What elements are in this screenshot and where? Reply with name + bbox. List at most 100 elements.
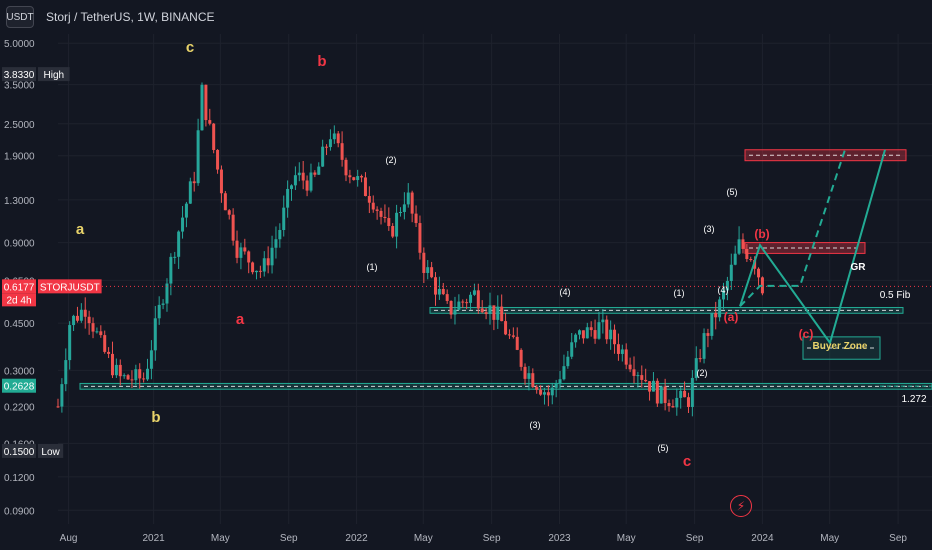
candle-body	[597, 322, 601, 339]
candle-body	[208, 120, 212, 124]
candle-body	[64, 360, 68, 385]
time-tick-label: 2021	[143, 533, 166, 544]
price-badge-tag-text: STORJUSDT	[40, 282, 100, 293]
wave-label: (4)	[718, 285, 729, 295]
candle-body	[181, 217, 185, 232]
candle-body	[68, 325, 72, 361]
candle-body	[659, 386, 663, 404]
candle-body	[130, 379, 134, 381]
candle-body	[581, 330, 585, 339]
wave-label: 0.5 Fib	[880, 290, 911, 301]
candle-body	[519, 349, 523, 367]
candle-body	[91, 323, 95, 332]
currency-button[interactable]: USDT	[6, 6, 34, 28]
price-badge-tag	[38, 67, 70, 82]
wave-label: (1)	[367, 262, 378, 272]
candle-body	[690, 377, 694, 407]
candle-body	[258, 270, 262, 272]
candle-body	[219, 169, 223, 194]
candle-body	[539, 389, 543, 395]
candle-body	[593, 330, 597, 339]
candle-body	[110, 353, 114, 376]
candle-body	[437, 288, 441, 295]
candle-body	[426, 267, 430, 273]
candle-body	[476, 290, 480, 309]
price-badge-tag	[38, 443, 64, 458]
candle-body	[749, 258, 753, 261]
candle-body	[686, 397, 690, 407]
candle-body	[760, 277, 764, 294]
candle-body	[270, 247, 274, 266]
candle-body	[184, 203, 188, 218]
candle-body	[507, 334, 511, 336]
candle-body	[585, 327, 589, 339]
candle-body	[542, 392, 546, 395]
candle-body	[247, 251, 251, 263]
wave-label: (b)	[754, 227, 769, 241]
price-badge	[2, 279, 36, 294]
price-tick-label: 3.5000	[4, 81, 35, 92]
time-tick-label: Sep	[280, 533, 298, 544]
time-tick-label: 2022	[345, 533, 368, 544]
candle-body	[297, 172, 301, 176]
time-tick-label: 2023	[548, 533, 571, 544]
price-badge	[2, 378, 36, 393]
candle-body	[511, 335, 515, 337]
price-badge-value: 3.8330	[4, 70, 35, 81]
time-tick-label: May	[617, 533, 636, 544]
candle-body	[683, 390, 687, 398]
candle-body	[146, 368, 150, 380]
candle-body	[605, 319, 609, 340]
candle-body	[391, 226, 395, 237]
wave-label: a	[76, 221, 85, 238]
wave-label: (4)	[560, 287, 571, 297]
candle-body	[325, 146, 329, 148]
candle-body	[134, 369, 138, 381]
candle-body	[95, 331, 99, 333]
candle-body	[531, 373, 535, 387]
candle-body	[671, 406, 675, 408]
lightning-icon[interactable]: ⚡	[730, 495, 752, 517]
price-tick-label: 1.9000	[4, 152, 35, 163]
candle-body	[613, 329, 617, 345]
candle-body	[430, 267, 434, 278]
time-tick-label: Aug	[60, 533, 78, 544]
wave-label: GR	[851, 262, 867, 273]
candle-body	[278, 230, 282, 240]
candle-body	[500, 306, 504, 322]
price-tick-label: 0.1200	[4, 473, 35, 484]
candle-body	[371, 202, 375, 210]
candle-body	[698, 358, 702, 360]
candle-body	[173, 256, 177, 258]
wave-label: (2)	[386, 155, 397, 165]
projection-path	[739, 149, 886, 346]
candle-body	[694, 358, 698, 378]
candle-body	[624, 349, 628, 365]
candle-body	[515, 336, 519, 350]
candle-body	[126, 375, 130, 380]
candle-body	[469, 294, 473, 303]
wave-label: (c)	[799, 327, 814, 341]
candle-body	[169, 256, 173, 284]
candle-body	[706, 333, 710, 336]
candle-body	[722, 290, 726, 300]
candle-body	[402, 204, 406, 212]
candle-body	[153, 318, 157, 351]
price-tick-label: 1.3000	[4, 196, 35, 207]
candle-body	[729, 264, 733, 281]
candle-body	[239, 247, 243, 258]
candle-body	[216, 149, 220, 170]
wave-label: (1)	[674, 288, 685, 298]
candle-body	[745, 248, 749, 259]
candle-body	[83, 309, 87, 317]
candle-body	[204, 84, 208, 121]
candle-body	[367, 196, 371, 203]
candle-body	[441, 288, 445, 295]
candle-body	[558, 379, 562, 384]
candle-body	[465, 302, 469, 304]
price-tick-label: 0.2200	[4, 402, 35, 413]
candle-body	[445, 294, 449, 301]
candle-body	[336, 133, 340, 144]
candle-body	[570, 342, 574, 357]
